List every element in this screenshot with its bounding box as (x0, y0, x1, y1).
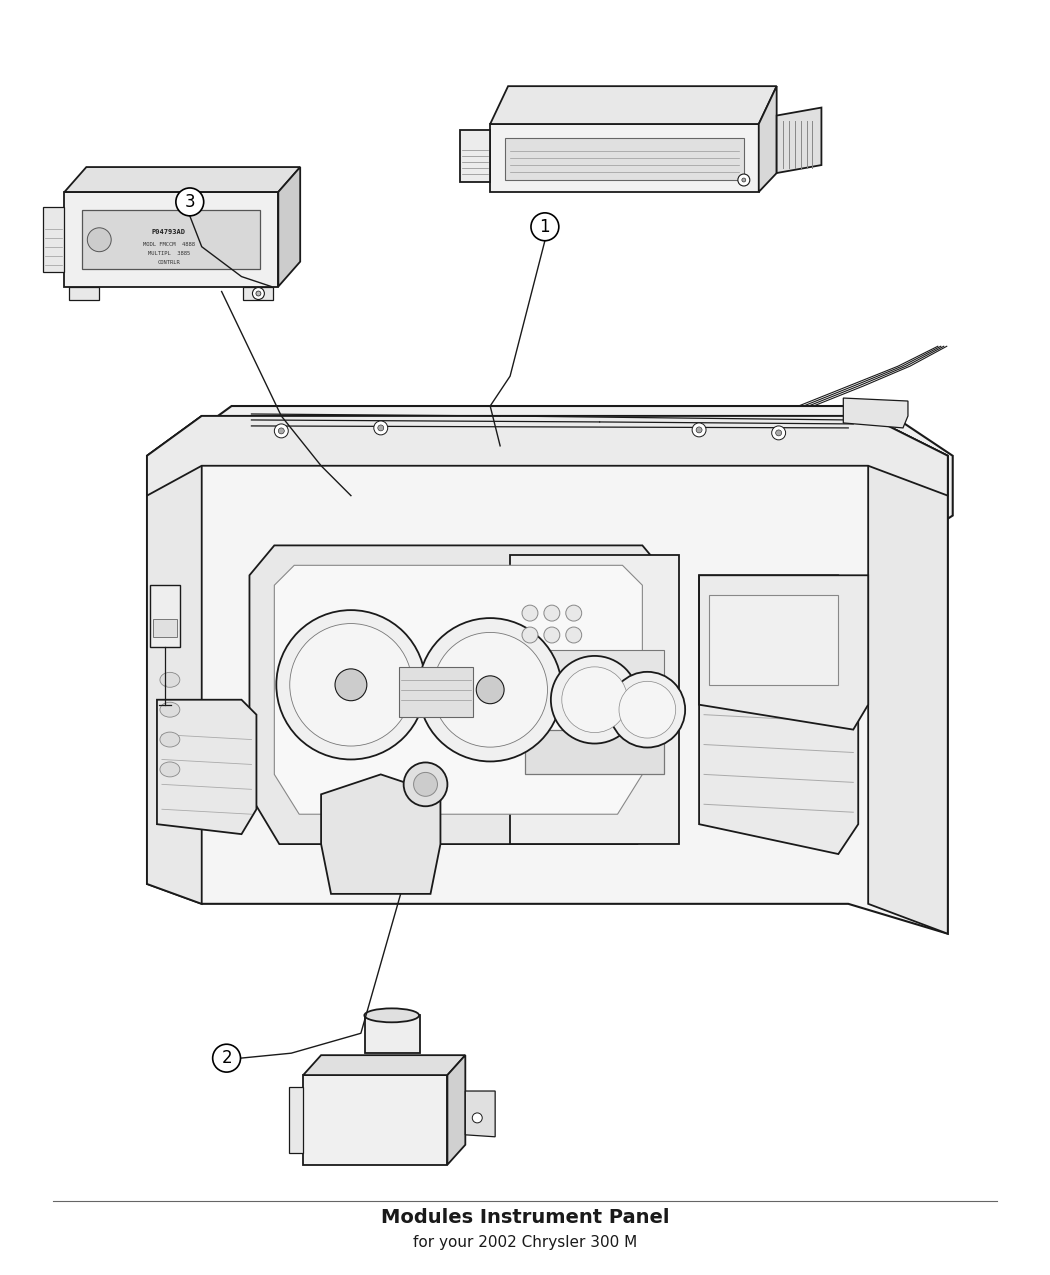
Circle shape (274, 423, 289, 437)
Polygon shape (147, 416, 948, 496)
Circle shape (213, 1044, 240, 1072)
Polygon shape (699, 575, 858, 854)
Polygon shape (69, 287, 100, 301)
Circle shape (738, 173, 750, 186)
Circle shape (335, 669, 366, 701)
Polygon shape (156, 700, 256, 834)
Circle shape (378, 425, 383, 431)
Circle shape (87, 228, 111, 251)
Circle shape (433, 632, 547, 747)
Polygon shape (150, 585, 180, 646)
Polygon shape (699, 575, 868, 729)
Polygon shape (510, 556, 679, 844)
Bar (82, 210, 260, 269)
Polygon shape (147, 416, 948, 933)
Circle shape (522, 627, 538, 643)
Polygon shape (274, 565, 643, 815)
Ellipse shape (160, 672, 180, 687)
Polygon shape (321, 774, 440, 894)
Circle shape (696, 427, 702, 434)
Text: 2: 2 (222, 1049, 232, 1067)
Text: MULTIPL  3885: MULTIPL 3885 (148, 251, 190, 256)
Polygon shape (303, 1056, 465, 1075)
Polygon shape (465, 1091, 496, 1137)
Polygon shape (176, 405, 952, 551)
Ellipse shape (160, 762, 180, 776)
Circle shape (403, 762, 447, 806)
Circle shape (419, 618, 562, 761)
Circle shape (544, 627, 560, 643)
Bar (525, 685, 665, 715)
Bar (709, 595, 838, 685)
Polygon shape (147, 416, 202, 904)
Polygon shape (250, 546, 667, 844)
Circle shape (566, 627, 582, 643)
Bar (399, 667, 474, 717)
Circle shape (522, 606, 538, 621)
Text: 1: 1 (540, 218, 550, 236)
Circle shape (566, 606, 582, 621)
Bar (525, 729, 665, 774)
Circle shape (531, 213, 559, 241)
Circle shape (620, 681, 676, 738)
Polygon shape (244, 287, 273, 301)
Circle shape (544, 606, 560, 621)
Circle shape (610, 672, 686, 747)
Polygon shape (364, 1015, 420, 1053)
Circle shape (772, 426, 785, 440)
Circle shape (276, 611, 425, 760)
Circle shape (256, 291, 260, 296)
Polygon shape (777, 107, 821, 173)
Circle shape (477, 676, 504, 704)
Circle shape (472, 1113, 482, 1123)
Polygon shape (447, 1056, 465, 1164)
Bar (460, 130, 490, 182)
Circle shape (562, 667, 628, 733)
Polygon shape (490, 124, 759, 193)
Polygon shape (303, 1075, 447, 1164)
Text: CONTRLR: CONTRLR (158, 260, 181, 265)
Ellipse shape (364, 1009, 419, 1023)
Text: Modules Instrument Panel: Modules Instrument Panel (381, 1207, 669, 1227)
Circle shape (290, 623, 412, 746)
Circle shape (278, 428, 285, 434)
Text: for your 2002 Chrysler 300 M: for your 2002 Chrysler 300 M (413, 1235, 637, 1250)
Ellipse shape (160, 703, 180, 717)
Bar (505, 138, 743, 180)
Text: 3: 3 (185, 193, 195, 210)
Circle shape (776, 430, 781, 436)
Polygon shape (64, 167, 300, 193)
Polygon shape (843, 398, 908, 428)
Bar (43, 207, 64, 272)
Polygon shape (278, 167, 300, 287)
Text: P04793AD: P04793AD (152, 228, 186, 235)
Ellipse shape (160, 732, 180, 747)
Bar (153, 620, 176, 638)
Polygon shape (759, 87, 777, 193)
Circle shape (551, 655, 638, 743)
Polygon shape (868, 416, 948, 933)
Circle shape (374, 421, 387, 435)
Circle shape (742, 179, 745, 182)
Polygon shape (490, 87, 777, 124)
Circle shape (252, 288, 265, 300)
Bar (525, 650, 665, 674)
Polygon shape (64, 193, 278, 287)
Circle shape (692, 423, 706, 437)
Text: MODL FMCCM  4888: MODL FMCCM 4888 (143, 242, 195, 247)
Circle shape (414, 773, 438, 797)
Polygon shape (289, 1088, 303, 1153)
Circle shape (175, 187, 204, 215)
